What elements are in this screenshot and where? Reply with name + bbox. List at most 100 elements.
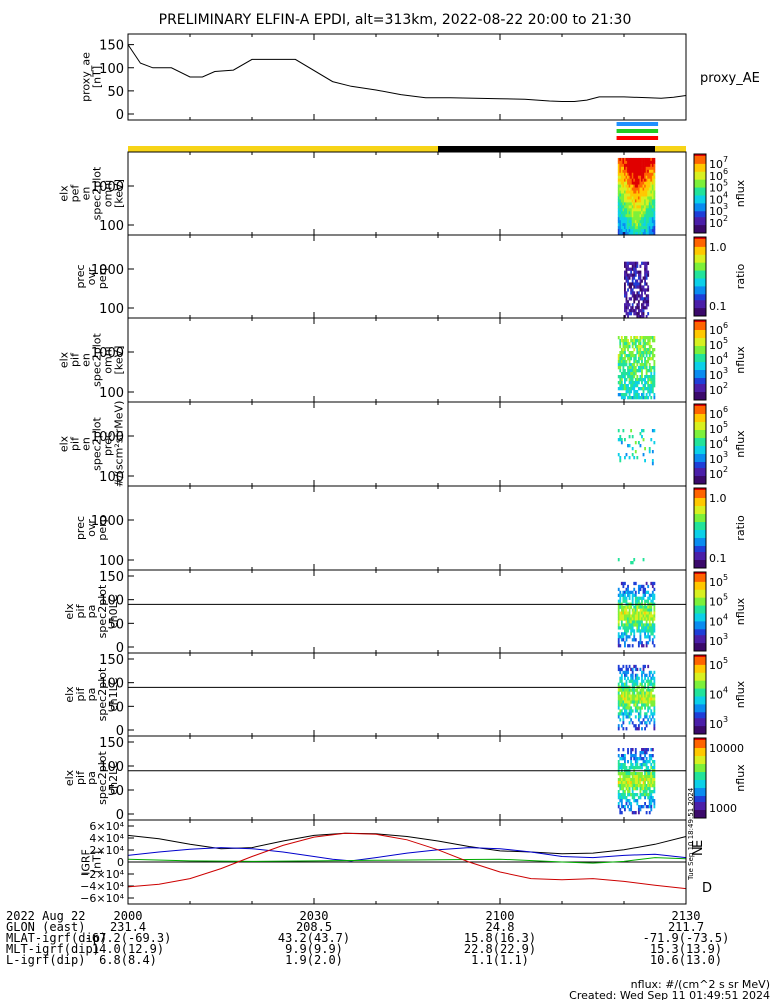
colorbar-band bbox=[694, 221, 706, 224]
spectrogram-cell bbox=[637, 226, 640, 230]
spectrogram-cell bbox=[630, 700, 633, 704]
spectrogram-cell bbox=[639, 694, 642, 698]
spectrogram-cell bbox=[628, 802, 631, 806]
spectrogram-cell bbox=[650, 223, 653, 227]
spectrogram-cell bbox=[624, 196, 626, 200]
spectrogram-cell bbox=[620, 682, 623, 686]
spectrogram-cell bbox=[651, 593, 654, 597]
spectrogram-cell bbox=[619, 163, 622, 168]
spectrogram-cell bbox=[650, 712, 653, 716]
spectrogram-cell bbox=[645, 763, 648, 767]
spectrogram-cell bbox=[642, 232, 645, 236]
spectrogram-cell bbox=[651, 697, 654, 701]
spectrogram-cell bbox=[634, 339, 637, 343]
spectrogram-cell bbox=[653, 232, 656, 236]
spectrogram-cell bbox=[637, 270, 640, 274]
spectrogram-cell bbox=[641, 193, 643, 197]
spectrogram-cell bbox=[637, 342, 640, 346]
spectrogram-cell bbox=[631, 369, 634, 373]
spectrogram-cell bbox=[625, 273, 628, 277]
colorbar-band bbox=[694, 442, 706, 445]
spectrogram-cell bbox=[639, 282, 642, 286]
spectrogram-cell bbox=[617, 175, 620, 179]
spectrogram-cell bbox=[642, 363, 645, 367]
spectrogram-cell bbox=[631, 232, 634, 236]
colorbar-band bbox=[694, 808, 706, 811]
spectrogram-cell bbox=[644, 754, 646, 758]
spectrogram-cell bbox=[634, 682, 637, 686]
spectrogram-cell bbox=[628, 229, 631, 233]
spectrogram-cell bbox=[628, 187, 631, 191]
spectrogram-cell bbox=[653, 721, 656, 725]
spectrogram-cell bbox=[624, 220, 626, 224]
spectrogram-cell bbox=[641, 429, 643, 433]
spectrogram-cell bbox=[627, 667, 629, 672]
spectrogram-cell bbox=[633, 178, 636, 182]
spectrogram-cell bbox=[651, 712, 654, 716]
spectrogram-cell bbox=[619, 381, 622, 385]
spectrogram-cell bbox=[620, 679, 623, 683]
colorbar-band bbox=[694, 724, 706, 727]
spectrogram-cell bbox=[653, 190, 656, 194]
spectrogram-cell bbox=[631, 363, 634, 367]
colorbar-band bbox=[694, 810, 706, 813]
spectrogram-cell bbox=[625, 700, 628, 704]
colorbar-band bbox=[694, 185, 706, 189]
spectrogram-cell bbox=[645, 679, 648, 683]
spectrogram-cell bbox=[637, 772, 640, 776]
spectrogram-cell bbox=[622, 617, 625, 621]
spectrogram-cell bbox=[648, 715, 651, 719]
spectrogram-cell bbox=[648, 682, 651, 686]
colorbar-tick-label: 10 bbox=[709, 408, 723, 421]
spectrogram-cell bbox=[636, 229, 639, 233]
spectrogram-cell bbox=[624, 363, 626, 367]
spectrogram-cell bbox=[637, 190, 640, 194]
spectrogram-cell bbox=[619, 220, 622, 224]
spectrogram-cell bbox=[637, 629, 640, 633]
spectrogram-cell bbox=[630, 387, 633, 391]
spectrogram-cell bbox=[636, 169, 639, 174]
spectrogram-cell bbox=[648, 196, 651, 200]
colorbar-band bbox=[694, 252, 706, 256]
spectrogram-cell bbox=[633, 300, 636, 304]
spectrogram-cell bbox=[624, 178, 626, 182]
spectrogram-cell bbox=[642, 276, 645, 280]
spectrogram-cell bbox=[634, 160, 637, 165]
colorbar-band bbox=[694, 710, 706, 713]
colorbar-band bbox=[694, 579, 706, 583]
indicator-bar bbox=[616, 122, 659, 126]
spectrogram-cell bbox=[648, 688, 651, 692]
spectrogram-cell bbox=[624, 199, 626, 203]
spectrogram-cell bbox=[620, 811, 623, 815]
spectrogram-cell bbox=[645, 697, 648, 701]
spectrogram-cell bbox=[644, 459, 646, 463]
spectrogram-cell bbox=[624, 438, 626, 442]
colorbar-band bbox=[694, 554, 706, 557]
spectrogram-cell bbox=[627, 196, 629, 200]
spectrogram-cell bbox=[642, 605, 645, 609]
spectrogram-cell bbox=[650, 670, 653, 675]
colorbar-band bbox=[694, 203, 706, 206]
spectrogram-cell bbox=[619, 766, 622, 770]
colorbar-tick-label: 10 bbox=[709, 354, 723, 367]
spectrogram-cell bbox=[622, 229, 625, 233]
spectrogram-cell bbox=[648, 229, 651, 233]
spectrogram-cell bbox=[617, 163, 620, 168]
spectrogram-cell bbox=[644, 193, 646, 197]
spectrogram-cell bbox=[617, 211, 620, 215]
y-axis-label: elx bbox=[63, 603, 76, 620]
spectrogram-cell bbox=[627, 279, 629, 283]
spectrogram-cell bbox=[641, 617, 643, 621]
spectrogram-cell bbox=[624, 793, 626, 797]
spectrogram-cell bbox=[628, 375, 631, 379]
y-axis-label: elx bbox=[58, 185, 71, 202]
spectrogram-cell bbox=[634, 381, 637, 385]
spectrogram-cell bbox=[630, 220, 633, 224]
colorbar-band bbox=[694, 514, 706, 517]
spectrogram-cell bbox=[628, 644, 631, 648]
spectrogram-cell bbox=[650, 336, 653, 340]
spectrogram-cell bbox=[627, 444, 629, 448]
spectrogram-cell bbox=[625, 682, 628, 686]
spectrogram-cell bbox=[634, 357, 637, 361]
colorbar-band bbox=[694, 165, 706, 169]
